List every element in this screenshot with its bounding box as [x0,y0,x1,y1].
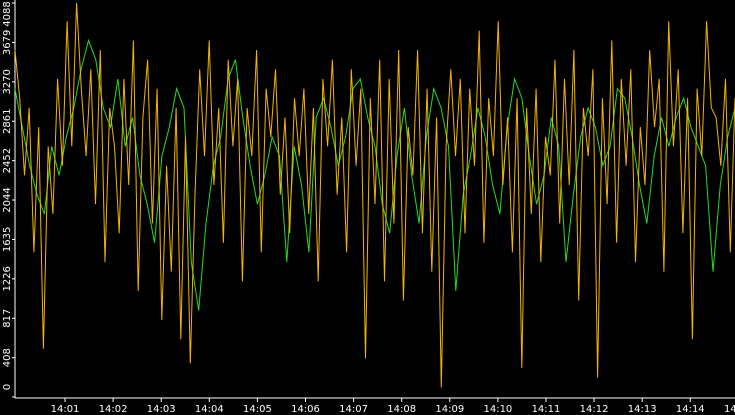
x-tick-label: 14:14 [676,404,705,415]
y-tick-label: 2861 [2,109,13,134]
x-tick-label: 14:13 [628,404,657,415]
x-tick-label: 14:01 [51,404,80,415]
y-tick-label: 1226 [2,266,13,291]
y-tick-label: 2044 [2,187,13,212]
y-tick-label: 3679 [2,30,13,55]
x-tick-label: 14:06 [291,404,320,415]
x-tick-label: 14:05 [243,404,272,415]
y-tick-label: 3270 [2,69,13,94]
x-tick-label: 14:15 [724,404,735,415]
series-line [14,38,735,311]
x-tick-label: 14:08 [387,404,416,415]
x-tick-label: 14:07 [339,404,368,415]
x-tick-label: 14:09 [435,404,464,415]
y-tick-label: 817 [2,309,13,328]
x-tick-label: 14:11 [532,404,561,415]
y-tick-label: 1635 [2,227,13,252]
x-tick-label: 14:03 [147,404,176,415]
x-tick-label: 14:10 [483,404,512,415]
y-tick-label: 0 [2,384,13,390]
y-tick-label: 2452 [2,148,13,173]
x-tick-label: 14:04 [195,404,224,415]
x-tick-label: 14:02 [99,404,128,415]
y-tick-label: 4088 [2,1,13,26]
x-tick-label: 14:12 [580,404,609,415]
series-line [14,2,735,388]
y-tick-label: 408 [2,348,13,367]
